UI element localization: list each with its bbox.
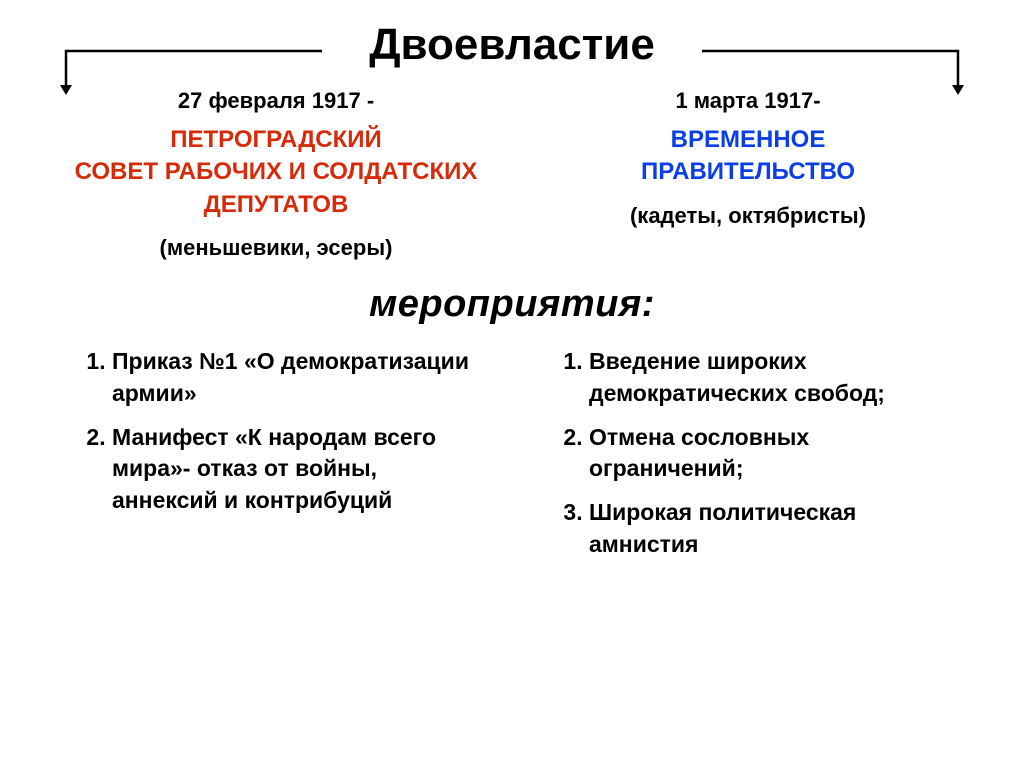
right-list: Введение широких демократических свобод;…: [547, 346, 954, 572]
list-item: Манифест «К народам всего мира»- отказ о…: [112, 422, 477, 517]
section-title: мероприятия:: [60, 283, 964, 326]
right-parties: (кадеты, октябристы): [532, 203, 964, 229]
header-columns: 27 февраля 1917 - ПЕТРОГРАДСКИЙ СОВЕТ РА…: [60, 88, 964, 261]
title-row: Двоевластие: [60, 20, 964, 70]
list-item: Отмена сословных ограничений;: [589, 422, 954, 485]
left-org-line1: ПЕТРОГРАДСКИЙ: [60, 124, 492, 156]
list-item: Введение широких демократических свобод;: [589, 346, 954, 409]
arrow-left-icon: [60, 45, 330, 106]
left-org-line3: ДЕПУТАТОВ: [60, 189, 492, 221]
left-org: ПЕТРОГРАДСКИЙ СОВЕТ РАБОЧИХ И СОЛДАТСКИХ…: [60, 124, 492, 221]
right-org: ВРЕМЕННОЕ ПРАВИТЕЛЬСТВО: [532, 124, 964, 189]
right-column-header: 1 марта 1917- ВРЕМЕННОЕ ПРАВИТЕЛЬСТВО (к…: [532, 88, 964, 261]
arrow-right-icon: [694, 45, 964, 106]
left-list: Приказ №1 «О демократизации армии» Маниф…: [70, 346, 477, 572]
left-parties: (меньшевики, эсеры): [60, 235, 492, 261]
lists-row: Приказ №1 «О демократизации армии» Маниф…: [60, 346, 964, 572]
left-org-line2: СОВЕТ РАБОЧИХ И СОЛДАТСКИХ: [60, 156, 492, 188]
main-title: Двоевластие: [361, 20, 663, 70]
left-column-header: 27 февраля 1917 - ПЕТРОГРАДСКИЙ СОВЕТ РА…: [60, 88, 492, 261]
right-org-line1: ВРЕМЕННОЕ: [532, 124, 964, 156]
right-org-line2: ПРАВИТЕЛЬСТВО: [532, 156, 964, 188]
list-item: Приказ №1 «О демократизации армии»: [112, 346, 477, 409]
list-item: Широкая политическая амнистия: [589, 497, 954, 560]
